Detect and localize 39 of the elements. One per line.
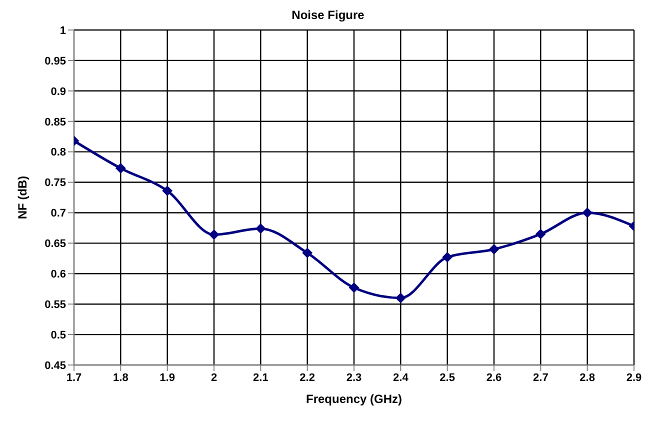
point — [536, 229, 546, 240]
point — [209, 230, 219, 240]
y-tick-label: 0.75 — [44, 177, 66, 190]
x-tick-label: 1.7 — [66, 372, 82, 384]
x-tick-label: 2.3 — [346, 372, 362, 384]
point — [349, 282, 359, 293]
y-tick-label: 0.8 — [50, 146, 66, 159]
y-tick-label: 0.65 — [44, 238, 66, 250]
y-tick-label: 0.7 — [50, 208, 66, 220]
point — [162, 186, 172, 196]
point — [396, 293, 406, 303]
x-tick-label: 2 — [210, 372, 218, 384]
x-tick-label: 2.8 — [580, 372, 595, 384]
x-tick-label: 2.5 — [440, 372, 455, 384]
x-tick-label: 2.4 — [393, 372, 410, 384]
y-tick-label: 0.45 — [44, 360, 66, 372]
x-tick-label: 1.9 — [160, 372, 175, 384]
y-tick-label: 0.6 — [50, 268, 66, 281]
x-tick-label: 1.8 — [113, 372, 128, 384]
point — [582, 208, 592, 218]
x-tick-label: 2.7 — [533, 372, 548, 384]
point — [302, 248, 312, 258]
y-tick-label: 1 — [60, 24, 66, 37]
y-tick-label: 0.9 — [50, 86, 66, 98]
y-tick-label: 0.85 — [44, 116, 66, 128]
y-tick-label: 0.55 — [44, 298, 66, 311]
x-tick-label: 2.1 — [253, 372, 268, 384]
point — [116, 163, 126, 174]
x-axis-title: Frequency (GHz) — [306, 392, 402, 406]
x-tick-label: 2.6 — [486, 372, 502, 384]
chart-title: Noise Figure — [290, 8, 366, 24]
point — [256, 224, 266, 234]
point — [489, 244, 499, 254]
y-axis-title: NF (dB) — [15, 176, 30, 220]
x-tick-label: 2.9 — [626, 372, 642, 384]
point — [442, 252, 452, 262]
y-tick-label: 0.5 — [50, 329, 66, 342]
x-tick-label: 2.2 — [300, 372, 315, 384]
y-tick-label: 0.95 — [44, 55, 66, 68]
